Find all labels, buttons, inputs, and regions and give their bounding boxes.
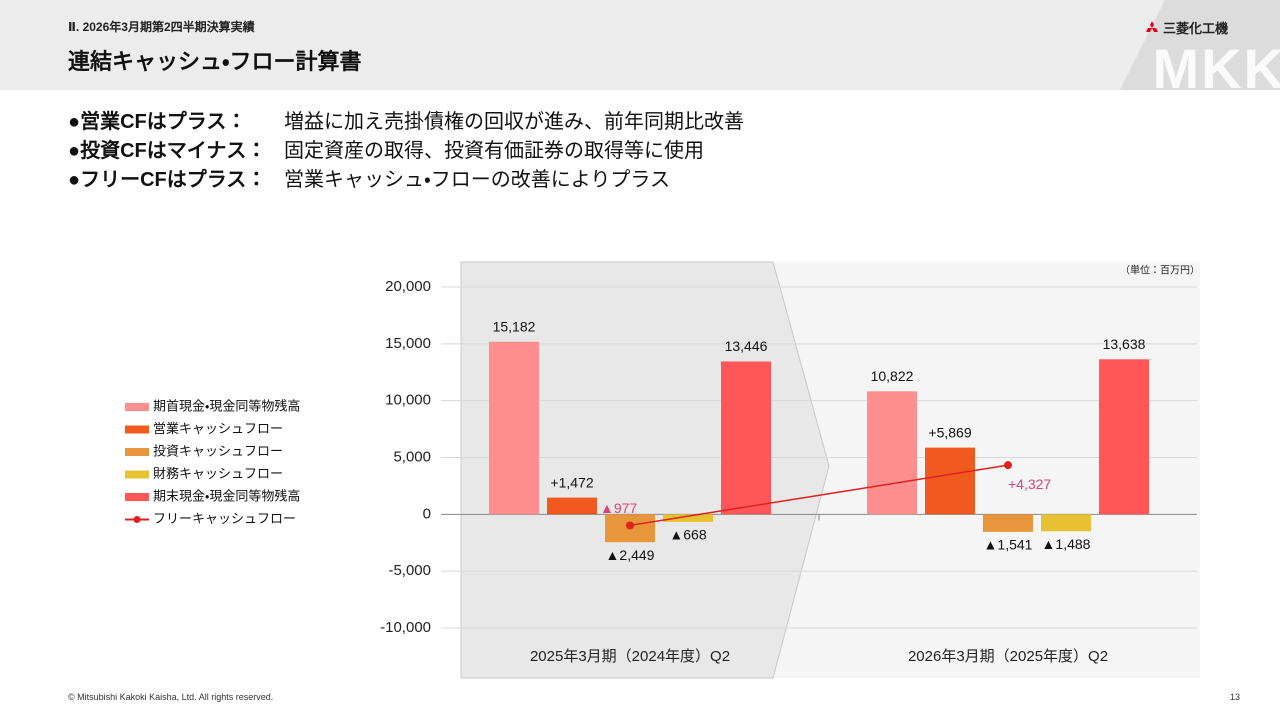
line-marker — [626, 521, 634, 530]
legend-swatch — [125, 425, 149, 434]
value-label: 13,446 — [725, 338, 768, 354]
y-tick-label: 0 — [423, 505, 431, 522]
y-tick-label: 20,000 — [385, 278, 431, 295]
bullet-list: ●営業CFはプラス： 増益に加え売掛債権の回収が進み、前年同期比改善 ●投資CFは… — [68, 108, 744, 195]
bullet-text: 増益に加え売掛債権の回収が進み、前年同期比改善 — [284, 111, 744, 133]
bar — [925, 447, 975, 515]
legend-label: 期首現金・現金同等物残高 — [153, 398, 300, 413]
value-label: 10,822 — [871, 368, 914, 384]
value-label: ▲668 — [669, 527, 706, 543]
bullet-text: 固定資産の取得、投資有価証券の取得等に使用 — [284, 140, 704, 162]
line-value-label: +4,327 — [1008, 476, 1051, 492]
legend-label: 期末現金・現金同等物残高 — [153, 488, 300, 503]
bar — [663, 514, 713, 522]
logo-mark — [1145, 20, 1158, 32]
bullet-text: 営業キャッシュ・フローの改善によりプラス — [284, 169, 670, 191]
bar — [721, 361, 771, 515]
legend-label: 財務キャッシュフロー — [153, 466, 283, 481]
section-subtitle: Ⅱ. 2026年3月期第2四半期決算実績 — [68, 20, 255, 34]
value-label: +1,472 — [550, 474, 593, 490]
bullet-label: ●投資CFはマイナス： — [68, 140, 267, 162]
value-label: ▲1,541 — [984, 537, 1033, 553]
bullet: ●フリーCFはプラス： 営業キャッシュ・フローの改善によりプラス — [68, 166, 744, 195]
bullet: ●営業CFはプラス： 増益に加え売掛債権の回収が進み、前年同期比改善 — [68, 108, 744, 137]
legend-swatch — [125, 493, 149, 501]
y-tick-label: 10,000 — [385, 392, 431, 409]
legend-marker — [133, 516, 141, 523]
bar — [489, 341, 539, 515]
chart: （単位：百万円） -10,000 -5,000 0 5,000 10,000 15,000… — [125, 261, 1200, 679]
x-tick-label: 2025年3月期（2024年度）Q2 — [530, 648, 730, 665]
y-tick-label: 15,000 — [385, 335, 431, 352]
logo: 三菱化工機 — [1145, 18, 1228, 37]
header: MKK Ⅱ. 2026年3月期第2四半期決算実績 連結キャッシュ・フロー計算書 … — [0, 0, 1280, 90]
y-tick-label: -10,000 — [380, 619, 431, 636]
value-label: 13,638 — [1103, 336, 1146, 352]
legend-swatch — [125, 470, 149, 479]
legend-label: 投資キャッシュフロー — [153, 443, 283, 458]
line-marker — [1004, 461, 1012, 470]
bullet-label: ●フリーCFはプラス： — [68, 169, 267, 191]
line — [629, 464, 1009, 527]
bar — [547, 497, 597, 515]
line-value-label: ▲977 — [600, 500, 637, 516]
logo-text: 三菱化工機 — [1162, 21, 1228, 36]
legend-label: 営業キャッシュフロー — [153, 421, 283, 436]
y-tick-label: -5,000 — [388, 562, 431, 579]
copyright: © Mitsubishi Kakoki Kaisha, Ltd. All rig… — [68, 692, 274, 702]
value-label: 15,182 — [493, 318, 536, 334]
bullet-label: ●営業CFはプラス： — [68, 111, 247, 133]
bar — [983, 514, 1033, 532]
y-tick-label: 5,000 — [393, 448, 431, 465]
value-label: ▲1,488 — [1042, 536, 1091, 552]
bar — [1099, 359, 1149, 515]
watermark: MKK — [1152, 37, 1280, 90]
unit-note: （単位：百万円） — [1120, 264, 1200, 277]
x-tick-label: 2026年3月期（2025年度）Q2 — [908, 648, 1108, 665]
slide-title: 連結キャッシュ・フロー計算書 — [68, 49, 362, 74]
legend-label: フリーキャッシュフロー — [153, 511, 296, 526]
page-number: 13 — [1229, 692, 1240, 702]
value-label: +5,869 — [928, 424, 971, 440]
bullet: ●投資CFはマイナス： 固定資産の取得、投資有価証券の取得等に使用 — [68, 137, 744, 166]
bar — [1041, 514, 1091, 532]
legend-swatch — [125, 448, 149, 456]
legend-swatch — [125, 403, 149, 411]
bar — [867, 391, 917, 515]
value-label: ▲2,449 — [606, 547, 655, 563]
